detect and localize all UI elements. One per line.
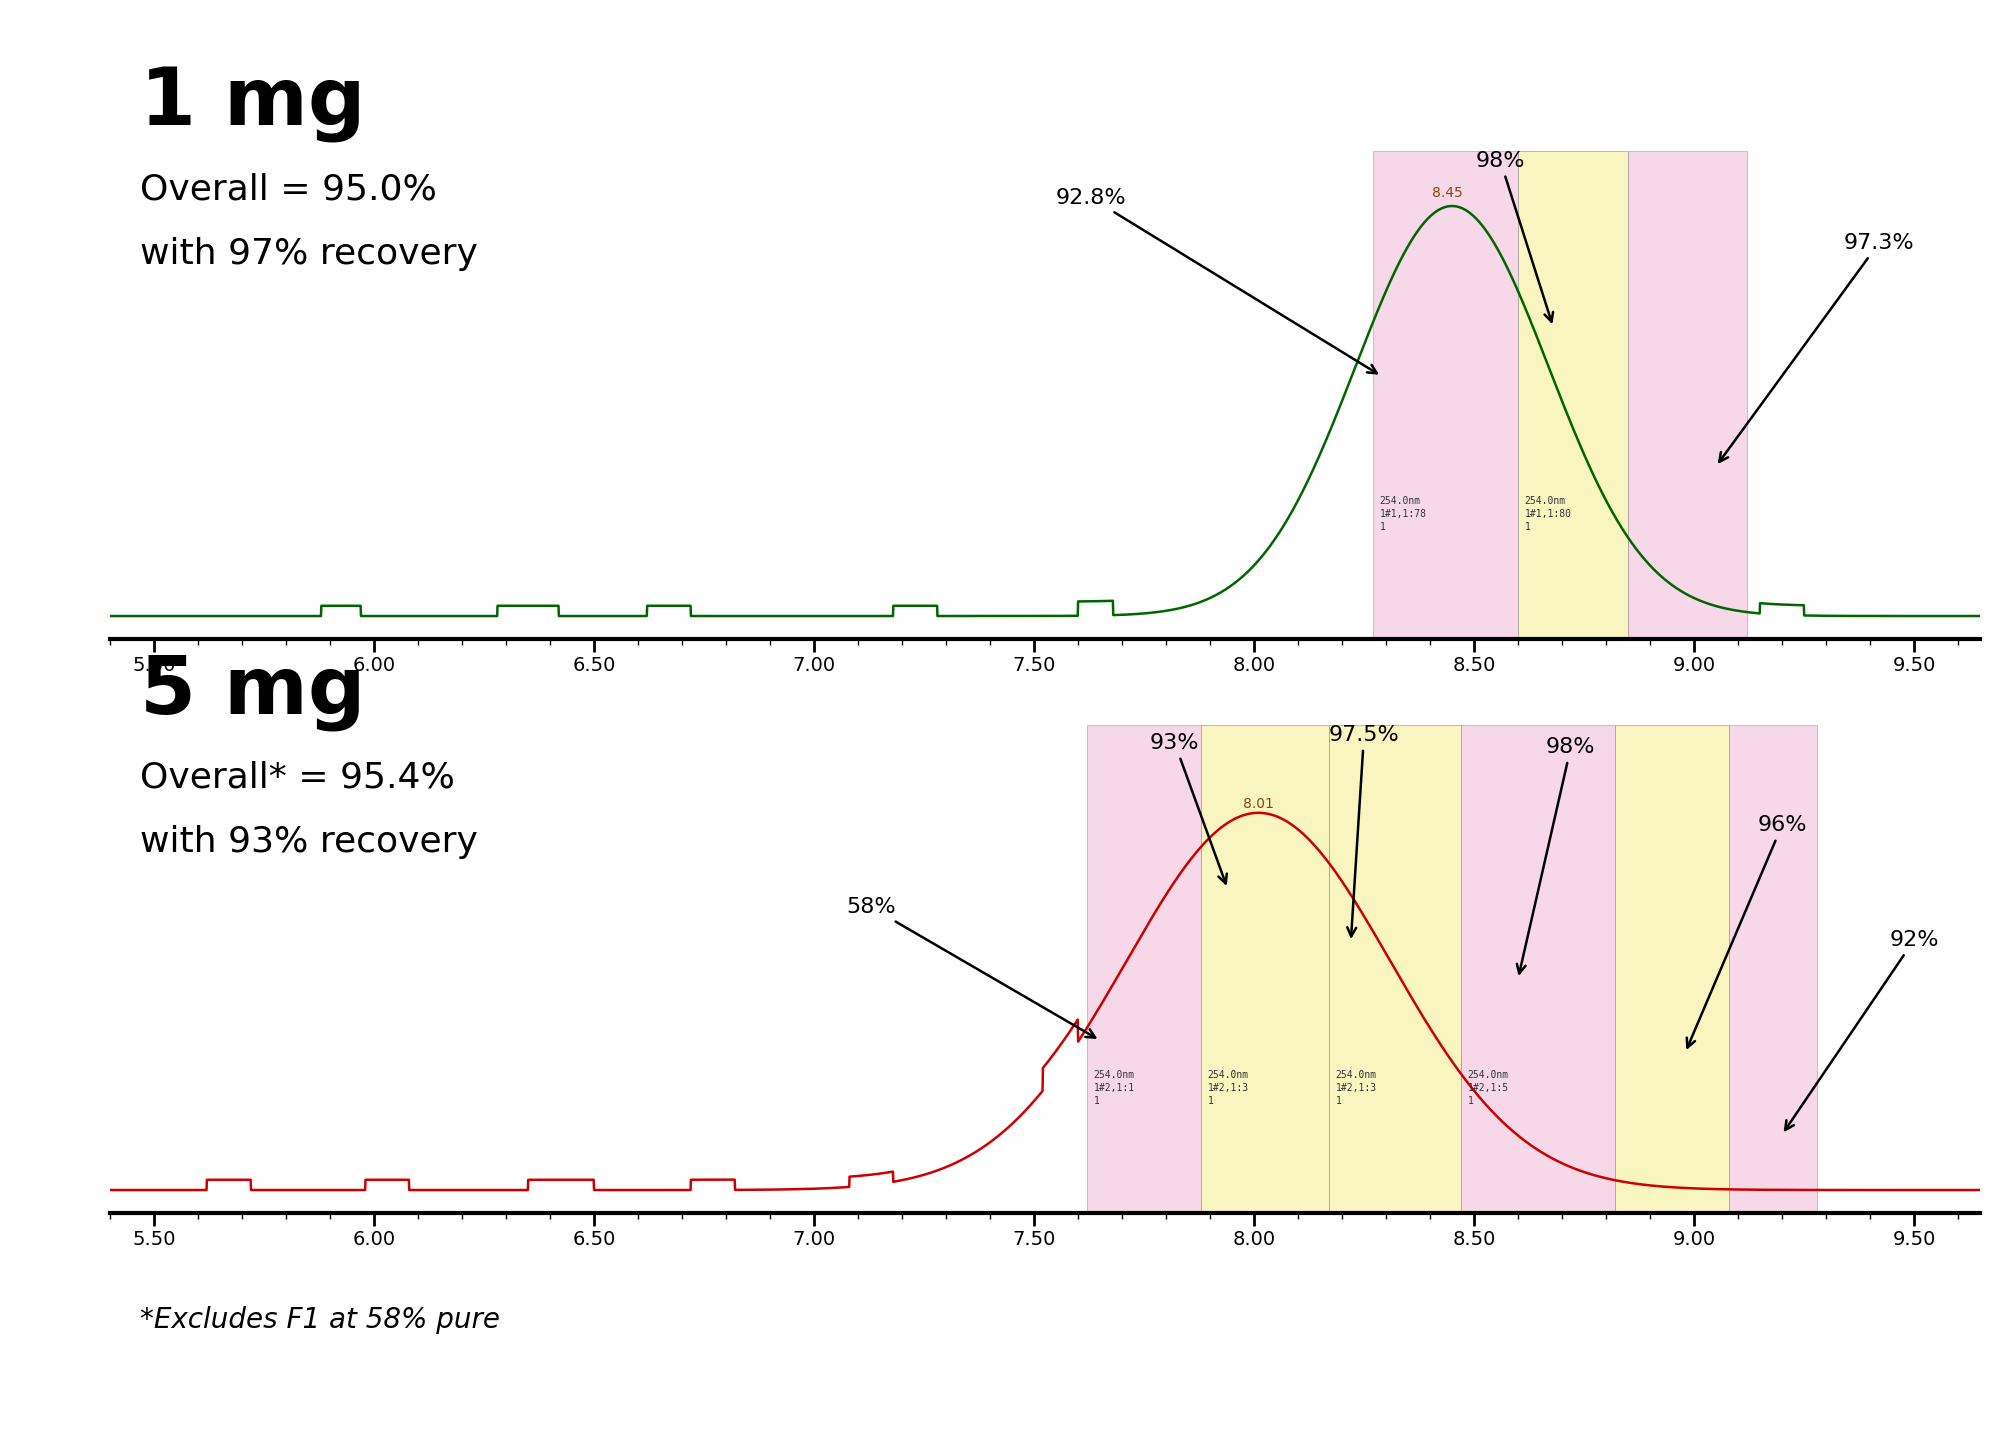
Text: *Excludes F1 at 58% pure: *Excludes F1 at 58% pure — [140, 1306, 500, 1335]
Text: 93%: 93% — [1150, 733, 1226, 884]
Text: with 93% recovery: with 93% recovery — [140, 825, 478, 860]
Text: with 97% recovery: with 97% recovery — [140, 237, 478, 271]
Bar — [1460, 725, 1614, 1213]
Text: 1 mg: 1 mg — [140, 65, 366, 142]
Text: 254.0nm
1#1,1:78
1: 254.0nm 1#1,1:78 1 — [1380, 495, 1426, 532]
Bar — [1086, 725, 1202, 1213]
Text: 8.45: 8.45 — [1432, 187, 1462, 199]
Bar — [1614, 725, 1730, 1213]
Text: 58%: 58% — [846, 897, 1096, 1038]
Text: 254.0nm
1#2,1:1
1: 254.0nm 1#2,1:1 1 — [1094, 1069, 1134, 1106]
Text: 97.3%: 97.3% — [1720, 232, 1914, 462]
Text: Overall = 95.0%: Overall = 95.0% — [140, 172, 436, 207]
Text: 254.0nm
1#2,1:3
1: 254.0nm 1#2,1:3 1 — [1208, 1069, 1248, 1106]
Bar — [1518, 151, 1628, 639]
Text: 254.0nm
1#2,1:3
1: 254.0nm 1#2,1:3 1 — [1336, 1069, 1376, 1106]
Text: 92.8%: 92.8% — [1056, 188, 1376, 373]
Text: 5 mg: 5 mg — [140, 653, 366, 730]
Text: 97.5%: 97.5% — [1328, 725, 1400, 937]
Bar — [1628, 151, 1746, 639]
Text: 98%: 98% — [1516, 738, 1596, 973]
Bar — [1202, 725, 1328, 1213]
Bar — [1328, 725, 1460, 1213]
Text: Overall* = 95.4%: Overall* = 95.4% — [140, 761, 454, 795]
Text: 98%: 98% — [1476, 151, 1554, 321]
Bar — [1372, 151, 1518, 639]
Bar — [1730, 725, 1818, 1213]
Text: 92%: 92% — [1786, 930, 1938, 1131]
Text: 96%: 96% — [1686, 815, 1806, 1048]
Text: 254.0nm
1#2,1:5
1: 254.0nm 1#2,1:5 1 — [1468, 1069, 1508, 1106]
Text: 254.0nm
1#1,1:80
1: 254.0nm 1#1,1:80 1 — [1524, 495, 1572, 532]
Text: 8.01: 8.01 — [1242, 796, 1274, 811]
